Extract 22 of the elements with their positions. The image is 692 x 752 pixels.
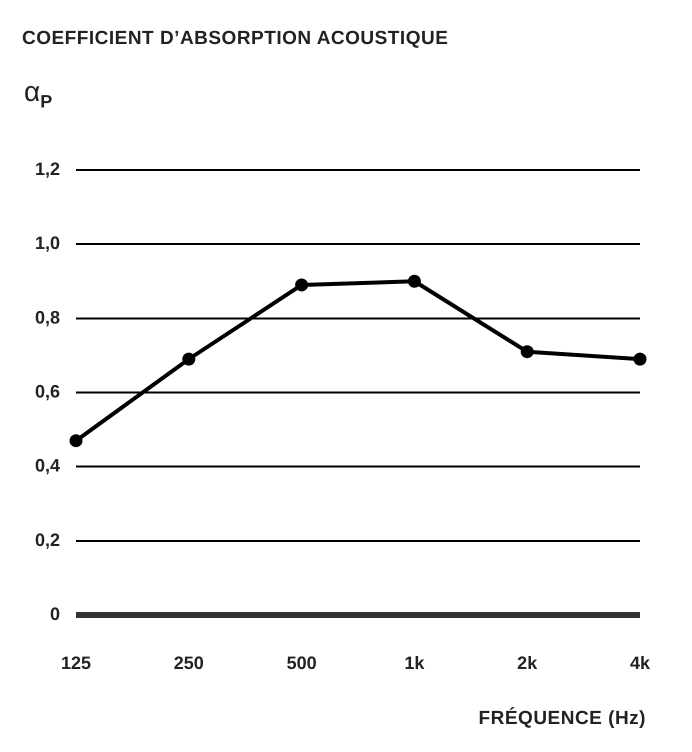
x-axis-title: FRÉQUENCE (Hz)	[478, 708, 646, 730]
y-tick-label: 0	[50, 604, 60, 624]
x-tick-label: 1k	[404, 652, 426, 673]
point	[295, 278, 308, 292]
x-tick-label: 4k	[630, 652, 651, 673]
y-tick-label: 1,0	[34, 233, 60, 254]
point	[70, 434, 82, 448]
y-tick-label: 0,6	[34, 381, 60, 402]
point	[182, 352, 196, 366]
y-tick-label: 0,8	[34, 307, 60, 328]
x-tick-label: 500	[286, 652, 317, 673]
x-tick-label: 250	[174, 652, 204, 673]
y-axis-title: α$_{P}$	[24, 76, 52, 113]
point	[408, 274, 421, 288]
point	[520, 345, 534, 358]
y-tick-label: 1,2	[34, 158, 60, 179]
chart-title: COEFFICIENT D’ABSORPTION ACOUSTIQUE	[22, 28, 448, 50]
x-tick-label: 2k	[517, 652, 538, 673]
point	[634, 352, 646, 366]
y-tick-label: 0,2	[34, 530, 60, 550]
x-tick-label: 125	[60, 652, 92, 673]
y-tick-label: 0,4	[34, 456, 60, 476]
